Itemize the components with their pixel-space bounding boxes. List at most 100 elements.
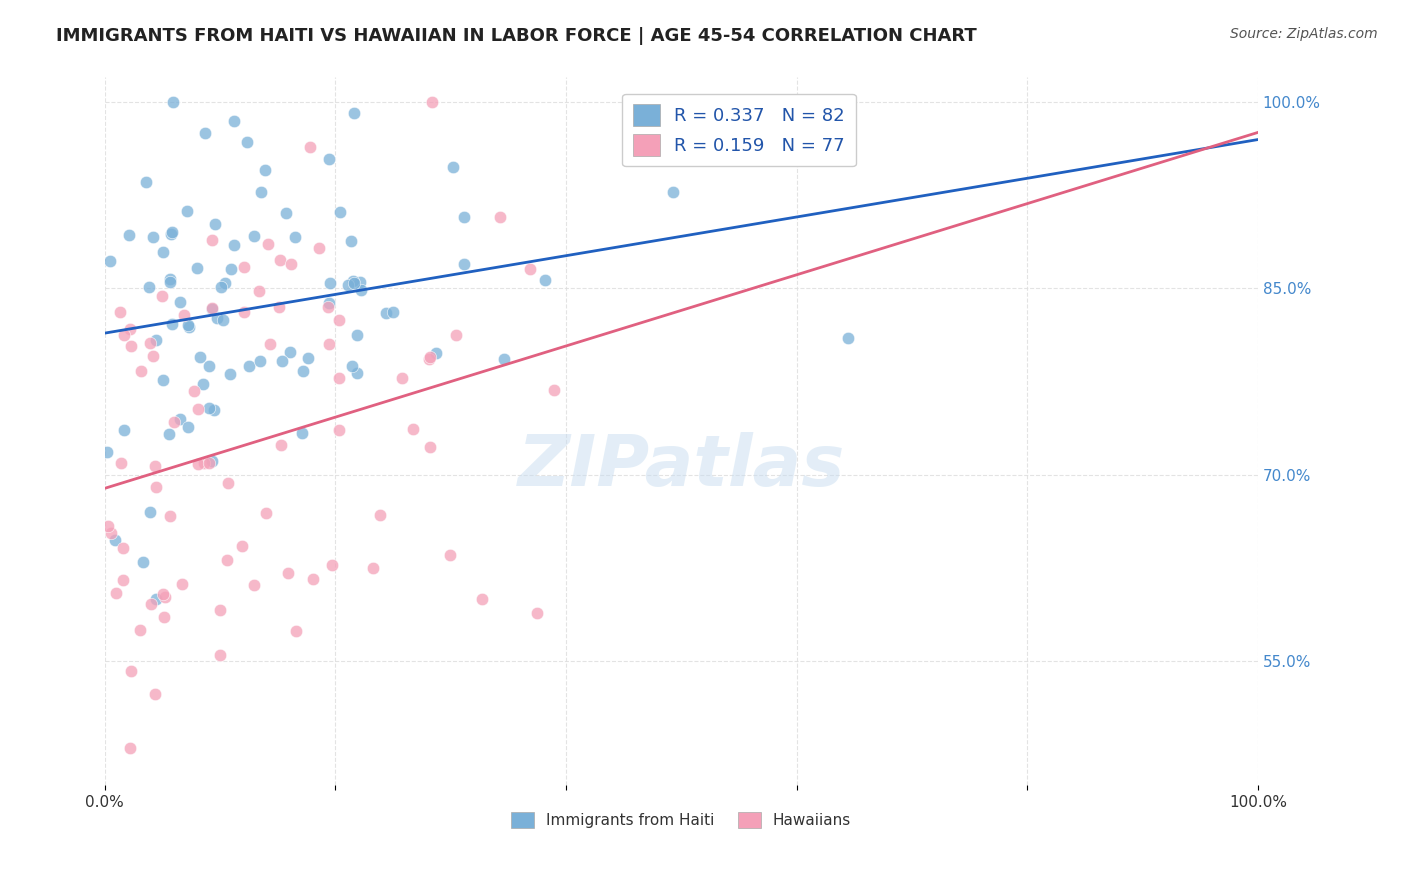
Point (337, 278, 360, 293)
Point (169, 295, 191, 310)
Point (214, 276, 236, 290)
Point (143, 458, 166, 473)
Point (142, 349, 165, 363)
Point (201, 233, 224, 247)
Point (202, 403, 225, 417)
Point (249, 353, 271, 368)
Point (837, 331, 859, 345)
Point (349, 275, 371, 289)
Point (177, 420, 200, 434)
Point (215, 553, 238, 567)
Point (100, 525, 122, 540)
Point (328, 312, 350, 326)
Point (346, 367, 368, 381)
Point (110, 456, 132, 470)
Point (291, 364, 314, 378)
Point (471, 592, 494, 607)
Point (96, 445, 118, 459)
Point (533, 273, 555, 287)
Point (489, 211, 512, 225)
Point (98, 254, 121, 268)
Point (269, 253, 291, 268)
Point (519, 262, 541, 277)
Point (120, 339, 142, 353)
Point (221, 261, 243, 276)
Point (418, 352, 440, 367)
Point (198, 359, 221, 374)
Point (172, 577, 194, 591)
Point (104, 533, 127, 547)
Point (201, 454, 224, 468)
Point (267, 301, 290, 315)
Point (342, 359, 364, 373)
Point (183, 384, 205, 398)
Point (346, 328, 368, 343)
Legend: Immigrants from Haiti, Hawaiians: Immigrants from Haiti, Hawaiians (505, 805, 858, 834)
Point (420, 95, 443, 110)
Point (419, 350, 441, 364)
Point (238, 359, 260, 373)
Point (280, 256, 302, 270)
Point (212, 313, 235, 327)
Point (328, 423, 350, 437)
Point (254, 506, 277, 520)
Point (270, 438, 292, 452)
Point (256, 236, 278, 251)
Point (291, 425, 314, 440)
Point (253, 163, 276, 178)
Point (193, 456, 215, 470)
Point (329, 205, 352, 219)
Point (277, 566, 299, 580)
Point (318, 337, 340, 351)
Point (308, 241, 330, 255)
Point (187, 401, 209, 416)
Point (157, 426, 180, 441)
Point (142, 230, 165, 244)
Point (343, 276, 366, 290)
Point (169, 412, 191, 426)
Point (162, 226, 184, 240)
Point (453, 210, 475, 224)
Point (243, 578, 266, 592)
Point (138, 505, 160, 519)
Point (145, 591, 167, 606)
Point (368, 508, 391, 523)
Point (232, 260, 254, 275)
Point (402, 422, 425, 436)
Point (162, 416, 184, 430)
Point (201, 301, 224, 316)
Point (299, 140, 322, 154)
Point (145, 480, 167, 494)
Point (492, 352, 515, 367)
Point (204, 218, 226, 232)
Point (209, 279, 232, 293)
Point (441, 160, 464, 174)
Point (138, 279, 160, 293)
Point (135, 175, 157, 189)
Point (342, 274, 364, 288)
Point (343, 106, 366, 120)
Point (120, 664, 142, 678)
Point (217, 476, 239, 491)
Point (318, 153, 340, 167)
Point (118, 228, 141, 243)
Point (271, 354, 294, 368)
Point (105, 586, 128, 600)
Point (153, 610, 176, 624)
Point (316, 300, 339, 314)
Point (236, 135, 259, 149)
Point (177, 319, 200, 334)
Point (222, 113, 245, 128)
Point (159, 272, 181, 286)
Point (259, 337, 281, 351)
Point (191, 376, 214, 391)
Point (274, 205, 297, 219)
Point (321, 558, 343, 573)
Point (374, 306, 396, 320)
Point (350, 283, 373, 297)
Point (328, 371, 350, 385)
Point (197, 401, 219, 416)
Point (382, 304, 405, 318)
Point (186, 260, 208, 275)
Point (297, 351, 319, 366)
